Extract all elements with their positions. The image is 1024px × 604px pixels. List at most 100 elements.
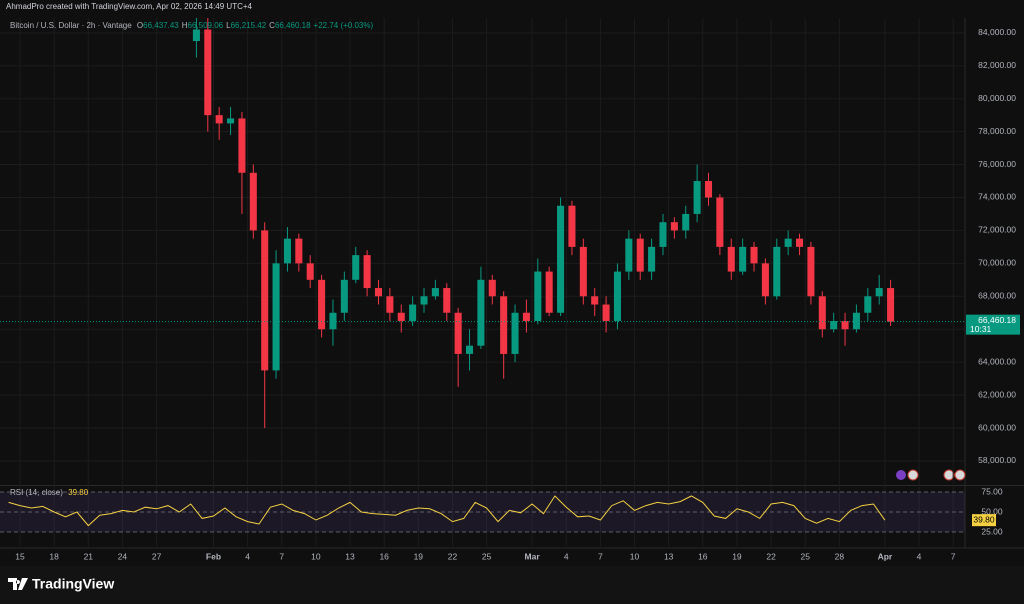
x-tick-label: 13 xyxy=(664,551,674,561)
y-tick-label: 75.00 xyxy=(981,486,1003,496)
x-tick-label: 16 xyxy=(698,551,708,561)
candle-body xyxy=(876,288,883,296)
x-tick-label: 4 xyxy=(917,551,922,561)
legend-value: 66,460.18 xyxy=(275,21,311,30)
candle-body xyxy=(762,263,769,296)
candle-body xyxy=(557,206,564,313)
candle-body xyxy=(443,288,450,313)
candle-body xyxy=(375,288,382,296)
candle-body xyxy=(455,313,462,354)
attribution: AhmadPro created with TradingView.com, A… xyxy=(6,2,252,11)
candle-body xyxy=(477,280,484,346)
rsi-value-label: 39.80 xyxy=(973,514,995,524)
candle-body xyxy=(796,239,803,247)
candle-body xyxy=(409,305,416,321)
candle-body xyxy=(546,272,553,313)
candle-body xyxy=(307,263,314,279)
candle-body xyxy=(591,296,598,304)
candle-body xyxy=(284,239,291,264)
y-tick-label: 84,000.00 xyxy=(978,27,1016,37)
candle-body xyxy=(773,247,780,296)
candle-body xyxy=(273,263,280,370)
candle-body xyxy=(227,118,234,123)
x-tick-label: 18 xyxy=(49,551,59,561)
candle-body xyxy=(716,197,723,246)
candle-body xyxy=(466,346,473,354)
rsi-legend: RSI (14, close) 39.80 xyxy=(10,488,91,497)
legend-value: 66,509.06 xyxy=(188,21,224,30)
candle-body xyxy=(329,313,336,329)
candle-body xyxy=(739,247,746,272)
y-tick-label: 25.00 xyxy=(981,526,1003,536)
legend-key: L xyxy=(226,21,230,30)
x-tick-label: Apr xyxy=(878,551,893,561)
candle-body xyxy=(603,305,610,321)
candle-body xyxy=(204,30,211,116)
candle-body xyxy=(512,313,519,354)
candle-body xyxy=(295,239,302,264)
candles xyxy=(193,13,894,428)
candle-body xyxy=(705,181,712,197)
candle-body xyxy=(864,296,871,312)
y-tick-label: 62,000.00 xyxy=(978,389,1016,399)
x-tick-label: 4 xyxy=(245,551,250,561)
candle-body xyxy=(659,222,666,247)
candle-body xyxy=(352,255,359,280)
candle-body xyxy=(500,296,507,354)
candle-body xyxy=(842,321,849,329)
x-tick-label: 10 xyxy=(630,551,640,561)
candle-body xyxy=(682,214,689,230)
rsi-title: RSI (14, close) xyxy=(10,488,63,497)
x-tick-label: 25 xyxy=(800,551,810,561)
x-tick-label: 7 xyxy=(951,551,956,561)
candle-body xyxy=(750,247,757,263)
legend-key: H xyxy=(182,21,188,30)
x-tick-label: 15 xyxy=(15,551,25,561)
candle-body xyxy=(807,247,814,296)
x-tick-label: 19 xyxy=(414,551,424,561)
x-tick-label: 25 xyxy=(482,551,492,561)
x-tick-label: 7 xyxy=(279,551,284,561)
candle-body xyxy=(250,173,257,231)
candle-body xyxy=(728,247,735,272)
candle-body xyxy=(238,118,245,172)
x-tick-label: 24 xyxy=(118,551,128,561)
countdown: 10:31 xyxy=(970,324,992,334)
x-tick-label: Feb xyxy=(206,551,221,561)
candle-body xyxy=(887,288,894,322)
legend-change: +22.74 (+0.03%) xyxy=(314,21,374,30)
candle-body xyxy=(694,181,701,214)
candle-body xyxy=(580,247,587,296)
y-tick-label: 64,000.00 xyxy=(978,356,1016,366)
x-tick-label: 10 xyxy=(311,551,321,561)
brand: TradingView xyxy=(32,576,114,592)
legend-value: 66,437.43 xyxy=(143,21,179,30)
x-tick-label: 4 xyxy=(564,551,569,561)
candle-body xyxy=(819,296,826,329)
candle-body xyxy=(216,115,223,123)
candle-body xyxy=(830,321,837,329)
candle-body xyxy=(193,30,200,42)
y-tick-label: 76,000.00 xyxy=(978,159,1016,169)
y-tick-label: 58,000.00 xyxy=(978,455,1016,465)
candle-body xyxy=(568,206,575,247)
candle-body xyxy=(523,313,530,321)
candle-body xyxy=(432,288,439,296)
y-tick-label: 82,000.00 xyxy=(978,60,1016,70)
legend-value: 66,215.42 xyxy=(231,21,267,30)
candle-body xyxy=(398,313,405,321)
x-tick-label: 19 xyxy=(732,551,742,561)
y-tick-label: 68,000.00 xyxy=(978,291,1016,301)
x-tick-label: 27 xyxy=(152,551,162,561)
symbol-title: Bitcoin / U.S. Dollar · 2h · Vantage xyxy=(10,21,132,30)
x-tick-label: 16 xyxy=(379,551,389,561)
y-tick-label: 72,000.00 xyxy=(978,225,1016,235)
y-tick-label: 70,000.00 xyxy=(978,258,1016,268)
x-tick-label: 28 xyxy=(835,551,845,561)
candle-body xyxy=(637,239,644,272)
x-tick-label: 22 xyxy=(448,551,458,561)
y-tick-label: 74,000.00 xyxy=(978,192,1016,202)
candle-body xyxy=(671,222,678,230)
